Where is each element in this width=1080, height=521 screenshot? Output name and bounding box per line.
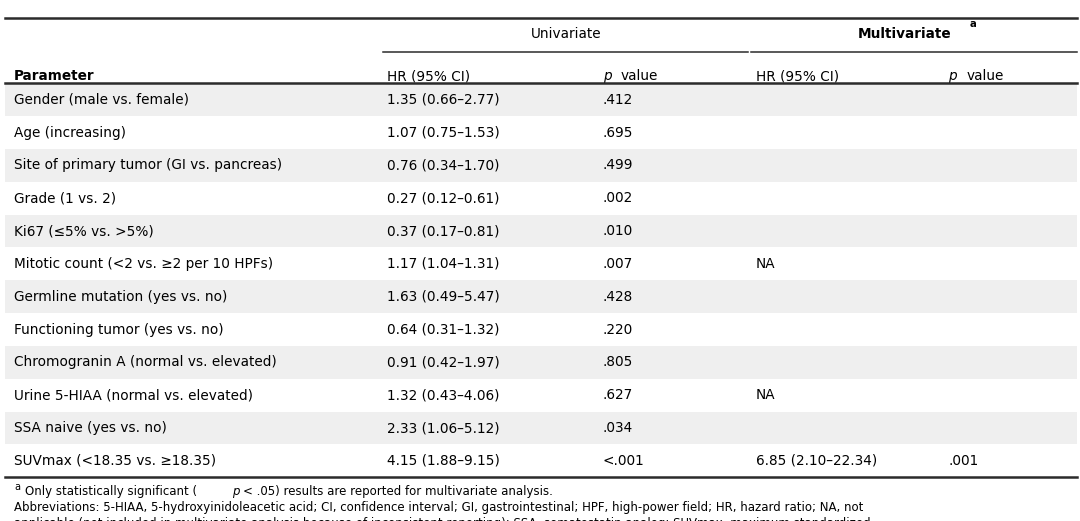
Text: Grade (1 vs. 2): Grade (1 vs. 2)	[14, 191, 117, 205]
Text: .220: .220	[603, 322, 633, 337]
Text: NA: NA	[756, 257, 775, 271]
Bar	[5, 18, 1077, 83]
Text: 1.32 (0.43–4.06): 1.32 (0.43–4.06)	[387, 388, 499, 402]
Text: .428: .428	[603, 290, 633, 304]
Text: Urine 5-HIAA (normal vs. elevated): Urine 5-HIAA (normal vs. elevated)	[14, 388, 253, 402]
Text: .805: .805	[603, 355, 633, 369]
Text: value: value	[967, 69, 1004, 83]
Text: p: p	[232, 486, 240, 498]
Text: Germline mutation (yes vs. no): Germline mutation (yes vs. no)	[14, 290, 228, 304]
Bar	[5, 116, 1077, 149]
Text: value: value	[621, 69, 659, 83]
Text: .007: .007	[603, 257, 633, 271]
Text: .001: .001	[948, 454, 978, 468]
Text: .002: .002	[603, 191, 633, 205]
Bar	[5, 182, 1077, 215]
Text: a: a	[970, 19, 976, 30]
Bar	[5, 280, 1077, 313]
Text: Site of primary tumor (GI vs. pancreas): Site of primary tumor (GI vs. pancreas)	[14, 158, 282, 172]
Bar	[5, 149, 1077, 182]
Bar	[5, 215, 1077, 247]
Text: p: p	[603, 69, 611, 83]
Text: HR (95% CI): HR (95% CI)	[756, 69, 839, 83]
Text: .412: .412	[603, 93, 633, 107]
Text: 0.64 (0.31–1.32): 0.64 (0.31–1.32)	[387, 322, 499, 337]
Text: SUVmax (<18.35 vs. ≥18.35): SUVmax (<18.35 vs. ≥18.35)	[14, 454, 216, 468]
Text: a: a	[14, 481, 21, 492]
Bar	[5, 346, 1077, 379]
Text: Multivariate: Multivariate	[859, 27, 951, 41]
Bar	[5, 412, 1077, 444]
Bar	[5, 313, 1077, 346]
Text: SSA naive (yes vs. no): SSA naive (yes vs. no)	[14, 421, 167, 435]
Text: 6.85 (2.10–22.34): 6.85 (2.10–22.34)	[756, 454, 877, 468]
Text: 1.07 (0.75–1.53): 1.07 (0.75–1.53)	[387, 126, 499, 140]
Bar	[5, 444, 1077, 477]
Text: 4.15 (1.88–9.15): 4.15 (1.88–9.15)	[387, 454, 500, 468]
Text: Univariate: Univariate	[530, 27, 602, 41]
Text: .695: .695	[603, 126, 633, 140]
Text: <.001: <.001	[603, 454, 645, 468]
Text: .627: .627	[603, 388, 633, 402]
Text: .034: .034	[603, 421, 633, 435]
Text: 0.27 (0.12–0.61): 0.27 (0.12–0.61)	[387, 191, 499, 205]
Text: Abbreviations: 5-HIAA, 5-hydroxyinidoleacetic acid; CI, confidence interval; GI,: Abbreviations: 5-HIAA, 5-hydroxyinidolea…	[14, 501, 863, 514]
Text: NA: NA	[756, 388, 775, 402]
Text: 2.33 (1.06–5.12): 2.33 (1.06–5.12)	[387, 421, 499, 435]
Text: HR (95% CI): HR (95% CI)	[387, 69, 470, 83]
Text: Parameter: Parameter	[14, 69, 95, 83]
Text: Age (increasing): Age (increasing)	[14, 126, 126, 140]
Text: .499: .499	[603, 158, 633, 172]
Text: 0.37 (0.17–0.81): 0.37 (0.17–0.81)	[387, 224, 499, 238]
Text: 1.35 (0.66–2.77): 1.35 (0.66–2.77)	[387, 93, 499, 107]
Bar	[5, 247, 1077, 280]
Text: Chromogranin A (normal vs. elevated): Chromogranin A (normal vs. elevated)	[14, 355, 276, 369]
Text: 1.63 (0.49–5.47): 1.63 (0.49–5.47)	[387, 290, 499, 304]
Bar	[5, 83, 1077, 116]
Text: Gender (male vs. female): Gender (male vs. female)	[14, 93, 189, 107]
Text: p: p	[948, 69, 957, 83]
Text: Only statistically significant (: Only statistically significant (	[25, 486, 197, 498]
Bar	[5, 379, 1077, 412]
Text: Ki67 (≤5% vs. >5%): Ki67 (≤5% vs. >5%)	[14, 224, 153, 238]
Text: < .05) results are reported for multivariate analysis.: < .05) results are reported for multivar…	[243, 486, 553, 498]
Text: .010: .010	[603, 224, 633, 238]
Text: 1.17 (1.04–1.31): 1.17 (1.04–1.31)	[387, 257, 499, 271]
Text: applicable (not included in multivariate analysis because of inconsistent report: applicable (not included in multivariate…	[14, 517, 870, 521]
Text: Mitotic count (<2 vs. ≥2 per 10 HPFs): Mitotic count (<2 vs. ≥2 per 10 HPFs)	[14, 257, 273, 271]
Text: 0.91 (0.42–1.97): 0.91 (0.42–1.97)	[387, 355, 499, 369]
Text: 0.76 (0.34–1.70): 0.76 (0.34–1.70)	[387, 158, 499, 172]
Text: Functioning tumor (yes vs. no): Functioning tumor (yes vs. no)	[14, 322, 224, 337]
